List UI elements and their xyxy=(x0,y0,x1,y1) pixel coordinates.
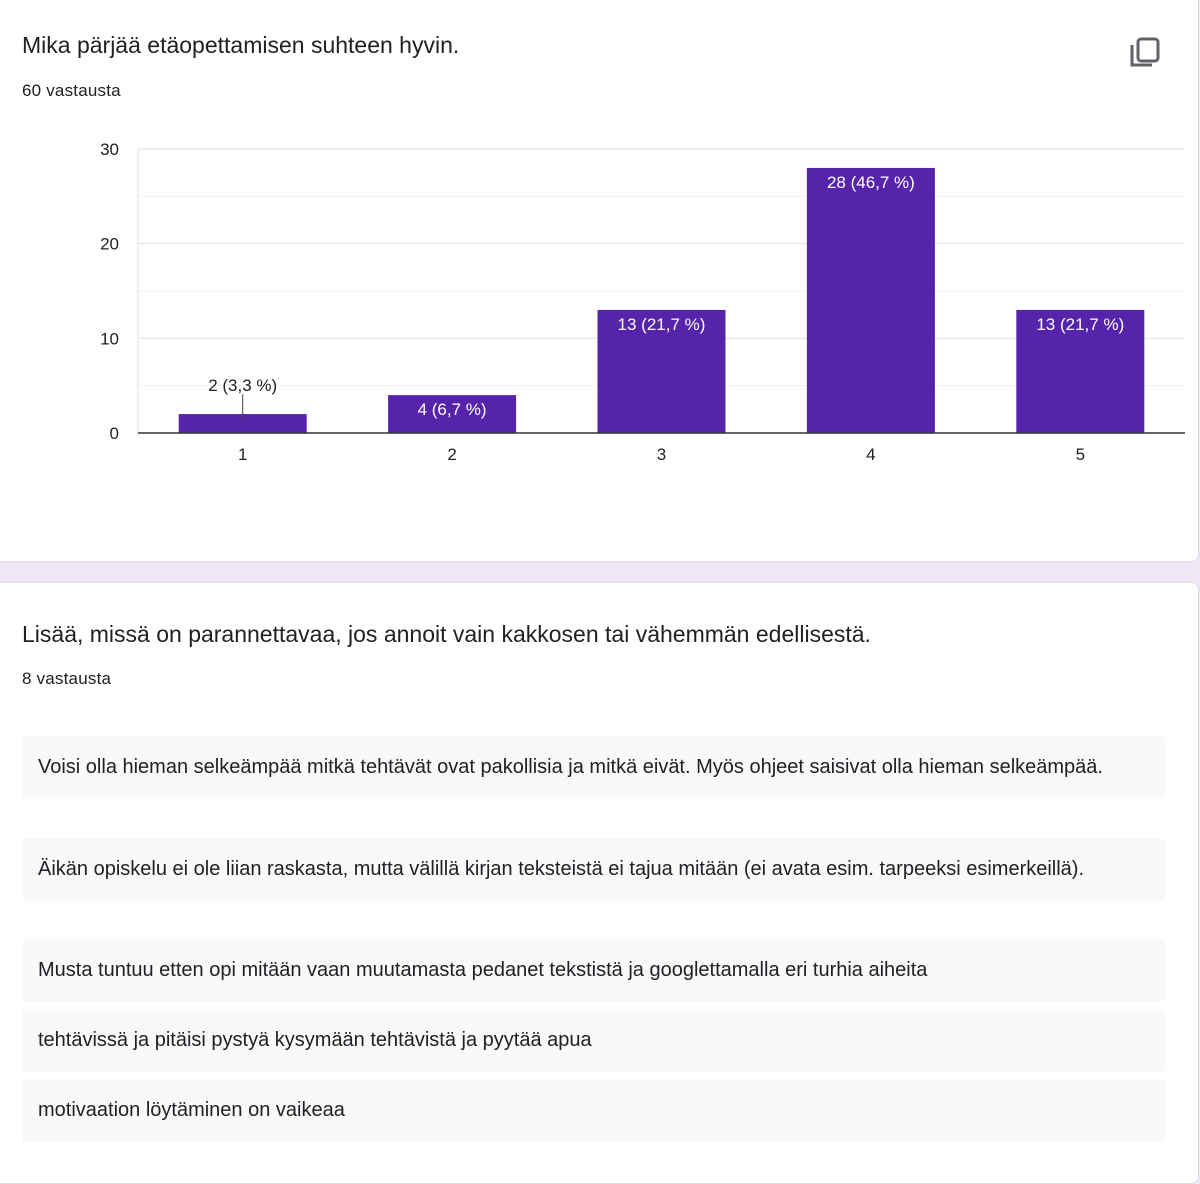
question-title: Lisää, missä on parannettavaa, jos annoi… xyxy=(22,621,871,647)
data-label: 2 (3,3 %) xyxy=(208,376,277,395)
bar xyxy=(1016,309,1145,433)
y-tick-label: 10 xyxy=(100,329,119,348)
data-label: 13 (21,7 %) xyxy=(618,315,706,334)
bar xyxy=(597,309,726,433)
response-item: tehtävissä ja pitäisi pystyä kysymään te… xyxy=(22,1009,1165,1072)
question-card-2: Lisää, missä on parannettavaa, jos annoi… xyxy=(0,582,1199,1184)
y-tick-label: 20 xyxy=(100,235,119,254)
bar xyxy=(178,414,307,433)
x-tick-label: 4 xyxy=(866,445,875,464)
y-tick-label: 30 xyxy=(100,140,119,159)
x-tick-label: 2 xyxy=(447,445,456,464)
copy-icon[interactable] xyxy=(1128,35,1162,69)
response-count: 8 vastausta xyxy=(22,669,112,688)
question-card-1: Mika pärjää etäopettamisen suhteen hyvin… xyxy=(0,0,1199,562)
data-label: 13 (21,7 %) xyxy=(1036,315,1124,334)
question-title: Mika pärjää etäopettamisen suhteen hyvin… xyxy=(22,32,460,58)
bar xyxy=(388,395,517,433)
response-count: 60 vastausta xyxy=(22,81,121,100)
bar-chart: 0 10 20 30 2 (3,3 %) 1 4 (6,7 %) 2 13 (21,7 %) 3 2… xyxy=(100,140,1185,464)
response-item: Äikän opiskelu ei ole liian raskasta, mu… xyxy=(22,838,1165,901)
bar xyxy=(806,167,935,433)
data-label: 4 (6,7 %) xyxy=(418,400,487,419)
x-tick-label: 1 xyxy=(238,445,247,464)
response-item: Musta tuntuu etten opi mitään vaan muuta… xyxy=(22,939,1165,1002)
response-item: motivaation löytäminen on vaikeaa xyxy=(22,1079,1165,1142)
data-label: 28 (46,7 %) xyxy=(827,173,915,192)
x-tick-label: 5 xyxy=(1076,445,1085,464)
x-tick-label: 3 xyxy=(657,445,666,464)
response-item: Voisi olla hieman selkeämpää mitkä tehtä… xyxy=(22,736,1165,799)
y-tick-label: 0 xyxy=(110,424,119,443)
